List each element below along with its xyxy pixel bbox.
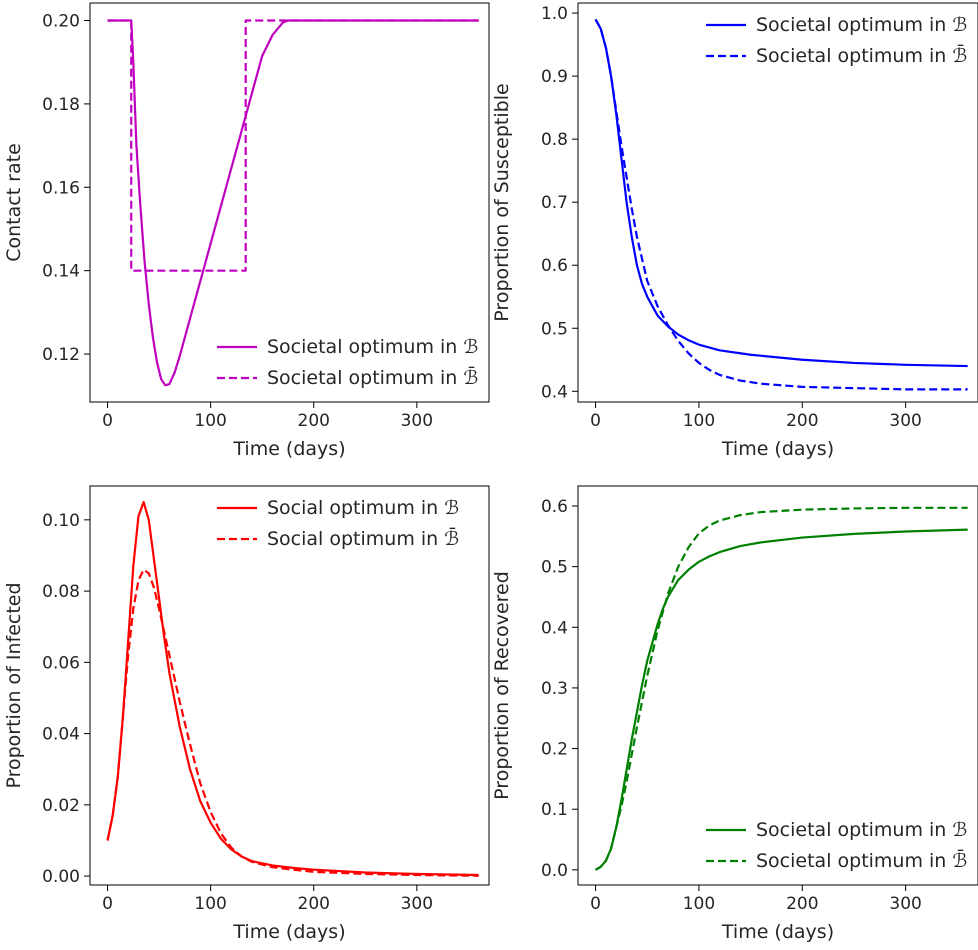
y-tick-label: 0.08 [42,582,80,602]
legend-label: Societal optimum in ℬ [267,336,478,358]
y-tick-label: 0.6 [541,497,568,517]
series-line-2 [107,19,479,272]
y-tick-label: 0.00 [42,867,80,887]
x-axis-label: Time (days) [721,921,834,943]
x-tick-label: 300 [889,411,921,431]
y-tick-label: 0.20 [42,12,80,32]
y-tick-label: 0.16 [42,178,80,198]
y-tick-label: 0.12 [42,345,80,365]
y-tick-label: 0.02 [42,796,80,816]
x-tick-label: 100 [683,411,715,431]
x-axis-label: Time (days) [232,921,345,943]
y-tick-label: 0.7 [541,193,568,213]
y-tick-label: 0.18 [42,95,80,115]
y-tick-label: 0.04 [42,725,80,745]
legend-label: Social optimum in ℬ̄ [267,526,459,550]
y-tick-label: 0.9 [541,67,568,87]
x-tick-label: 100 [683,894,715,914]
legend-label: Societal optimum in ℬ̄ [756,43,967,67]
y-tick-label: 0.4 [541,618,568,638]
y-tick-label: 0.2 [541,740,568,760]
legend: Social optimum in ℬ Social optimum in ℬ̄ [217,497,459,550]
y-axis-label: Proportion of Recovered [491,571,513,800]
y-tick-label: 0.3 [541,679,568,699]
y-tick-label: 1.0 [541,4,568,24]
x-axis-label: Time (days) [721,438,834,460]
y-tick-label: 0.1 [541,800,568,820]
x-tick-label: 200 [786,411,818,431]
x-tick-label: 0 [590,411,601,431]
y-tick-label: 0.06 [42,653,80,673]
y-tick-label: 0.5 [541,319,568,339]
subplot-1: 0 100 200 300 0.12 0.14 0.16 0.18 0.20 Time (days… [3,2,490,460]
legend: Societal optimum in ℬ Societal optimum in… [217,336,478,389]
subplot-3: 0 100 200 300 0.00 0.02 0.04 0.06 0.08 0.10 Time (… [3,485,490,943]
series-line-2 [595,506,968,871]
series-line-2 [106,568,479,877]
x-tick-label: 0 [590,894,601,914]
x-tick-label: 0 [102,894,113,914]
axes-frame [89,2,490,403]
legend-label: Societal optimum in ℬ̄ [267,365,478,389]
y-tick-label: 0.10 [42,511,80,531]
y-axis-label: Contact rate [3,143,25,262]
x-tick-label: 300 [401,411,433,431]
x-tick-label: 100 [194,411,226,431]
legend-label: Societal optimum in ℬ̄ [756,848,967,872]
series-line-1 [106,500,479,877]
y-tick-label: 0.6 [541,256,568,276]
y-tick-label: 0.14 [42,262,80,282]
x-tick-label: 300 [401,894,433,914]
x-tick-label: 200 [786,894,818,914]
legend: Societal optimum in ℬ Societal optimum in… [706,819,967,872]
series-line-2 [594,18,968,391]
axes-frame [577,485,978,886]
legend: Societal optimum in ℬ Societal optimum in… [706,14,967,67]
x-tick-label: 100 [194,894,226,914]
legend-label: Social optimum in ℬ [267,497,459,519]
x-axis-label: Time (days) [232,438,345,460]
subplot-4: 0 100 200 300 0.0 0.1 0.2 0.3 0.4 0.5 0.6 Time (day… [491,485,978,943]
x-tick-label: 0 [102,411,113,431]
x-tick-label: 200 [298,411,330,431]
y-axis-label: Proportion of Susceptible [491,83,513,321]
axes-frame [89,485,490,886]
x-tick-label: 300 [889,894,921,914]
legend-label: Societal optimum in ℬ [756,819,967,841]
y-tick-label: 0.0 [541,861,568,881]
y-axis-label: Proportion of Infected [3,582,25,788]
x-tick-label: 200 [298,894,330,914]
series-line-1 [107,19,479,387]
subplot-2: 0 100 200 300 0.4 0.5 0.6 0.7 0.8 0.9 1.0 Time (day… [491,2,978,460]
y-tick-label: 0.4 [541,382,568,402]
legend-label: Societal optimum in ℬ [756,14,967,36]
series-line-1 [594,18,968,368]
y-tick-label: 0.8 [541,130,568,150]
y-tick-label: 0.5 [541,558,568,578]
